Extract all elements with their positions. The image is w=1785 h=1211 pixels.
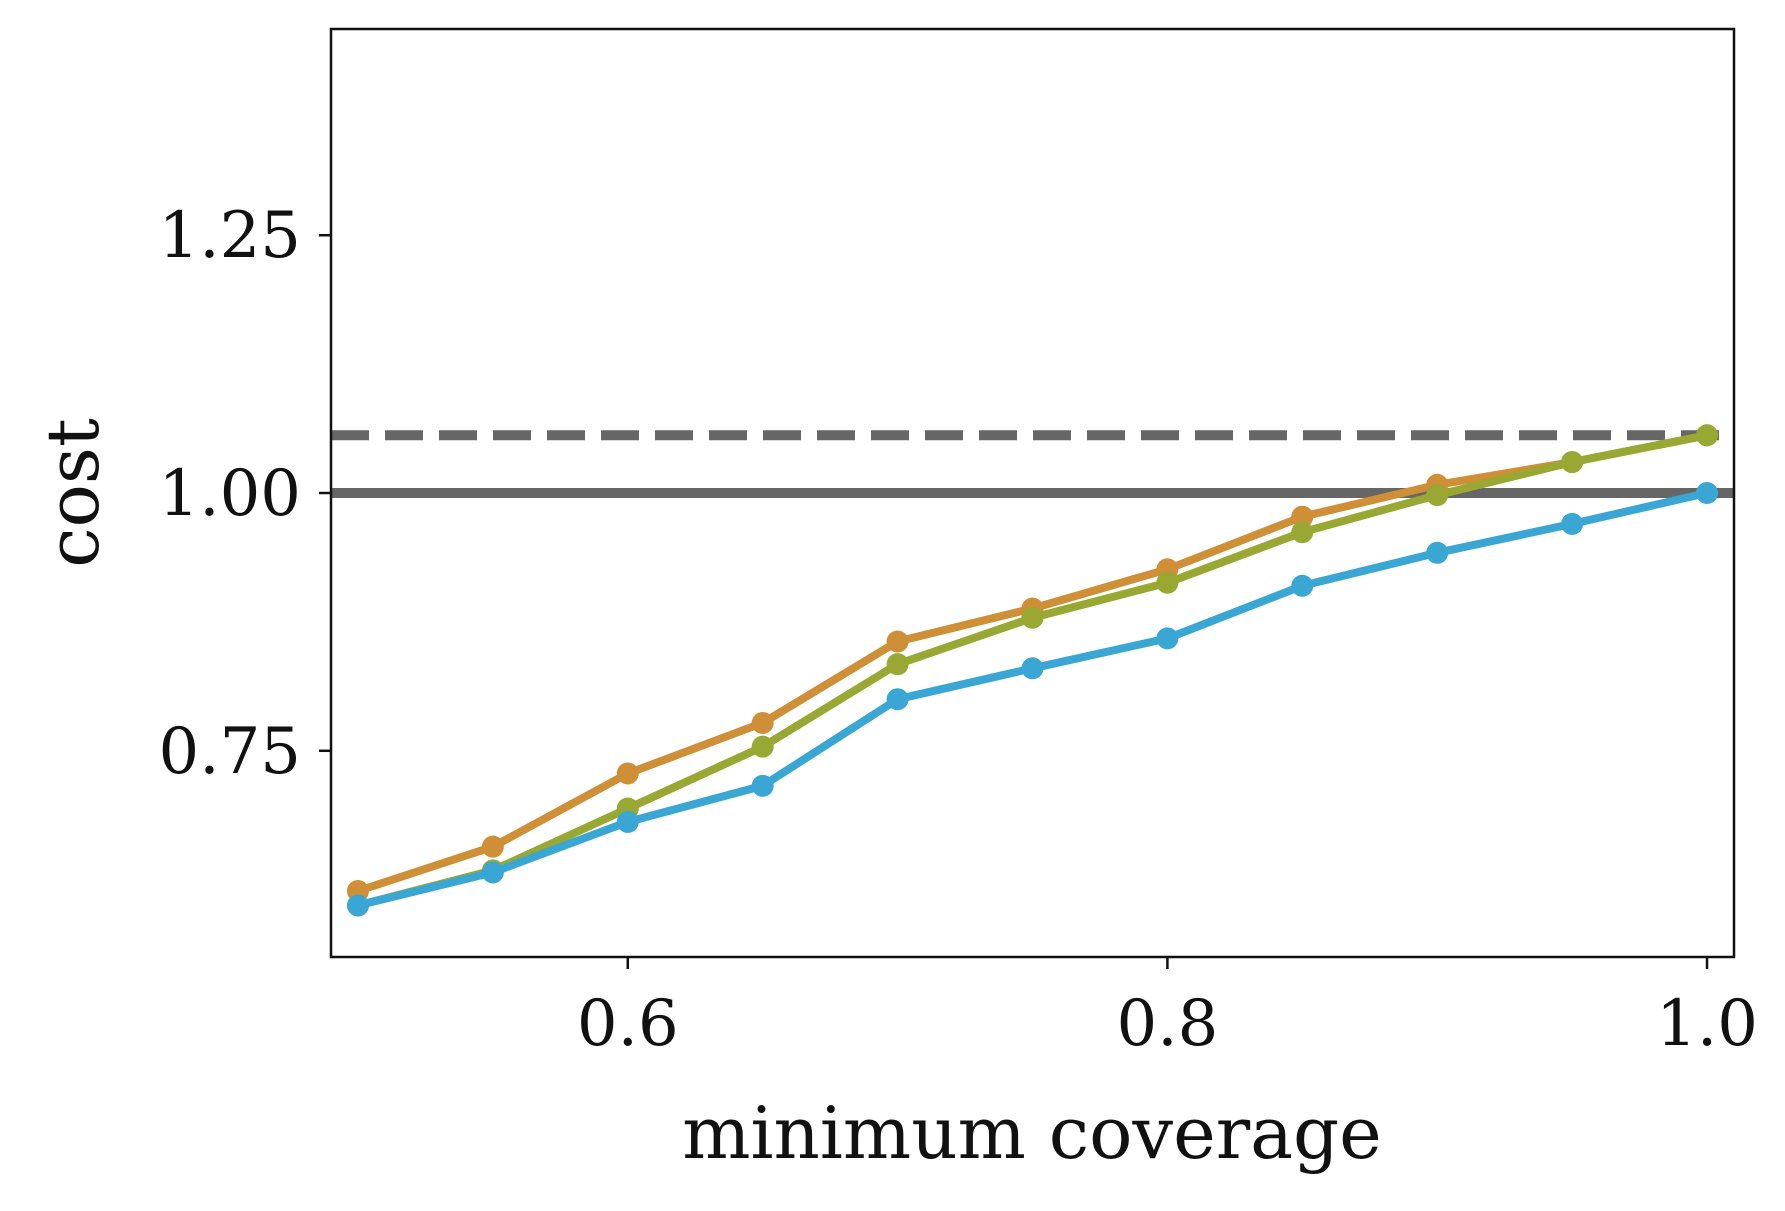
series-1-point xyxy=(481,835,504,858)
series-2-point xyxy=(1426,484,1449,507)
y-tick-label: 0.75 xyxy=(159,715,302,789)
series-2-point xyxy=(751,735,774,758)
y-ticks: 0.75 1.00 1.25 xyxy=(159,199,331,789)
x-ticks: 0.6 0.8 1.0 xyxy=(577,957,1758,1061)
series-2-point xyxy=(1291,521,1314,544)
series-3-point xyxy=(481,861,504,884)
y-tick-label: 1.00 xyxy=(159,457,302,531)
series-3-point xyxy=(1156,627,1179,650)
series-3-point xyxy=(616,810,639,833)
series-2-point xyxy=(886,653,909,676)
series-3-point xyxy=(751,774,774,797)
y-tick-label: 1.25 xyxy=(159,199,302,273)
series-1-point xyxy=(751,711,774,734)
series-2-point xyxy=(1021,606,1044,629)
series-1-point xyxy=(886,630,909,653)
series-group xyxy=(346,424,1719,917)
series-2-point xyxy=(1561,451,1584,474)
series-3-point xyxy=(346,894,369,917)
series-3-point xyxy=(886,688,909,711)
series-3-point xyxy=(1021,657,1044,680)
series-3-point xyxy=(1291,574,1314,597)
y-axis-label: cost xyxy=(31,418,115,568)
x-tick-label: 1.0 xyxy=(1656,987,1758,1061)
series-2-point xyxy=(1696,424,1719,447)
series-1-point xyxy=(1291,505,1314,528)
x-tick-label: 0.6 xyxy=(577,987,679,1061)
reference-lines xyxy=(331,430,1734,498)
series-2-point xyxy=(1156,571,1179,594)
x-tick-label: 0.8 xyxy=(1117,987,1219,1061)
x-axis-label: minimum coverage xyxy=(682,1091,1382,1175)
series-3-point xyxy=(1426,541,1449,564)
series-3-point xyxy=(1696,482,1719,504)
series-1-point xyxy=(616,762,639,785)
series-3-point xyxy=(1561,512,1584,535)
